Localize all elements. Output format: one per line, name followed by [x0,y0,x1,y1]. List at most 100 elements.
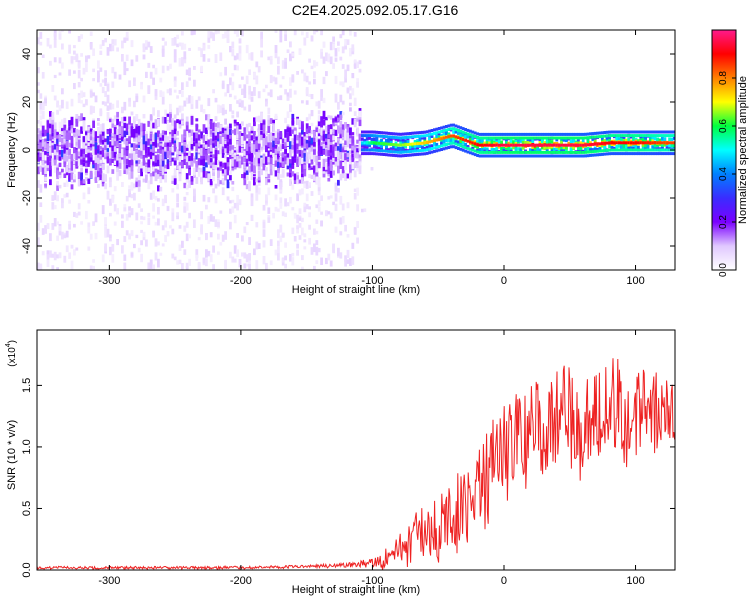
spectrogram-cell [250,163,254,172]
spectrogram-cell [447,142,451,146]
spectrogram-cell [440,148,443,151]
spectrogram-cell [277,173,280,180]
spectrogram-cell [373,152,376,156]
spectrogram-cell [368,148,371,152]
spectrogram-cell [641,141,645,145]
spectrogram-cell [531,150,535,154]
spectrogram-cell [39,152,43,157]
spectrogram-cell [207,122,211,128]
spectrogram-cell [397,148,400,153]
spectrogram-cell [173,138,177,143]
spectrogram-cell [603,131,607,134]
spectrogram-cell [509,136,513,140]
spectrogram-cell [320,221,323,226]
spectrogram-cell [241,147,244,152]
spectrogram-cell [41,125,45,135]
spectrogram-cell [277,153,280,158]
spectrogram-cell [279,157,283,163]
spectrogram-cell [159,137,163,141]
spectrogram-cell [517,147,520,151]
spectrogram-cell [598,142,602,146]
spectrogram-cell [221,104,225,112]
spectrogram-cell [154,67,158,75]
spectrogram-cell [668,134,671,138]
spectrogram-cell [317,115,321,122]
spectrogram-cell [207,36,211,43]
spectrogram-cell [589,132,592,136]
spectrogram-cell [217,126,220,133]
spectrogram-cell [668,148,671,152]
spectrogram-cell [267,150,271,155]
spectrogram-cell [637,145,640,150]
spectrogram-cell [190,176,194,182]
spectrogram-cell [279,95,283,101]
spectrogram-cell [265,156,268,165]
spectrogram-cell [106,228,110,238]
spectrogram-cell [195,139,199,144]
spectrogram-cell [301,124,304,131]
snr-series-line [37,358,675,570]
spectrogram-cell [365,146,369,150]
spectrogram-cell [658,130,662,134]
spectrogram-cell [325,139,328,147]
spectrogram-cell [173,134,177,139]
spectrogram-cell [82,192,86,200]
spectrogram-cell [322,158,326,167]
spectrogram-cell [310,110,314,117]
spectrogram-cell [200,65,203,73]
spectrogram-cell [159,77,163,83]
spectrogram-cell [533,136,537,140]
spectrogram-cell [385,153,388,157]
spectrogram-cell [73,223,76,228]
spectrogram-cell [337,41,340,46]
spectrogram-cell [557,132,561,136]
spectrogram-cell [298,50,302,55]
spectrogram-cell [262,120,266,125]
spectrogram-cell [279,174,283,178]
spectrogram-cell [51,124,55,133]
spectrogram-cell [125,31,129,38]
spectrogram-cell [137,141,141,150]
spectrogram-cell [447,138,451,142]
spectrogram-cell [207,216,211,224]
spectrogram-cell [176,95,179,99]
spectrogram-cell [365,143,369,147]
spectrogram-cell [363,134,367,138]
spectrogram-cell [392,132,395,136]
spectrogram-cell [245,263,249,267]
spectrogram-cell [135,149,139,154]
spectrogram-cell [149,46,153,53]
spectrogram-cell [502,154,506,158]
spectrogram-cell [298,223,302,228]
spectrogram-cell [651,139,655,143]
spectrogram-cell [197,47,201,51]
spectrogram-cell [310,137,314,144]
spectrogram-cell [603,149,607,152]
spectrogram-cell [401,150,405,154]
spectrogram-cell [106,83,110,92]
spectrogram-cell [171,127,175,132]
spectrogram-cell [130,152,134,161]
spectrogram-cell [298,149,302,155]
spectrogram-cell [663,152,667,156]
spectrogram-cell [56,221,59,225]
spectrogram-cell [656,152,659,156]
spectrogram-cell [221,127,225,133]
spectrogram-cell [634,148,638,152]
spectrogram-cell [159,252,163,256]
spectrogram-cell [142,142,146,151]
spectrogram-cell [121,148,124,158]
spectrogram-cell [145,164,148,168]
spectrogram-cell [68,69,71,76]
spectrogram-cell [185,121,189,126]
spectrogram-cell [401,132,405,136]
spectrogram-cell [601,152,604,156]
spectrogram-cell [548,132,551,136]
spectrogram-cell [188,77,191,81]
spectrogram-cell [152,134,155,141]
spectrogram-cell [137,165,141,173]
spectrogram-cell [128,97,131,102]
spectrogram-cell [80,155,83,162]
spectrogram-cell [349,258,352,266]
